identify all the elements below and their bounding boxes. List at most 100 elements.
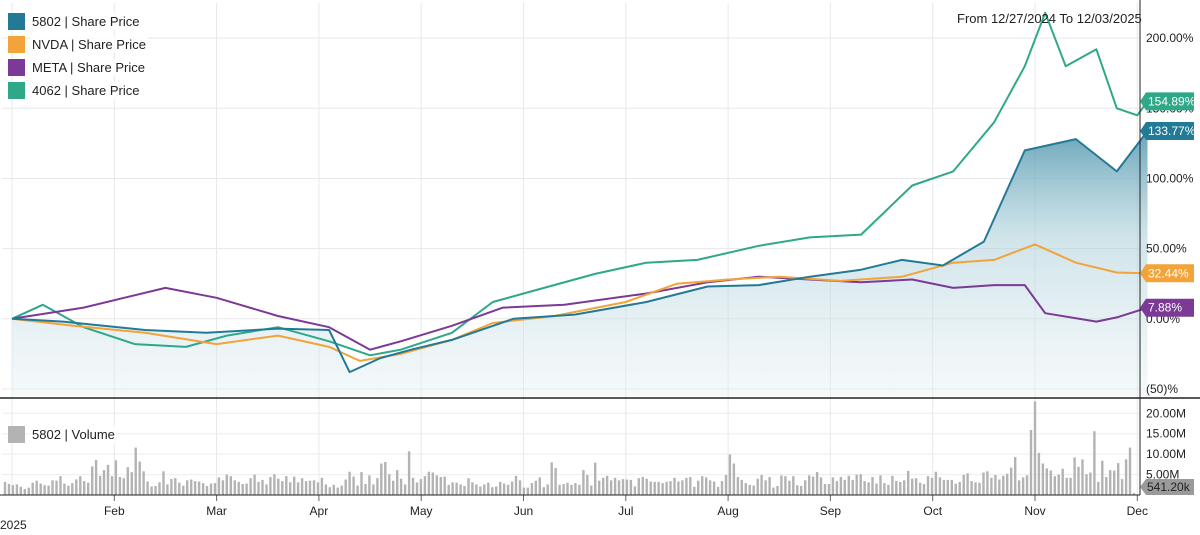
series-line-0	[11, 130, 1149, 374]
volume-bar	[502, 483, 506, 495]
legend-item-5802[interactable]: 5802 | Share Price	[8, 10, 148, 33]
volume-bar	[926, 476, 930, 495]
end-badge-shape	[1140, 298, 1194, 317]
volume-bar	[388, 474, 391, 495]
volume-bar	[51, 480, 54, 495]
legend-item-nvda[interactable]: NVDA | Share Price	[8, 33, 148, 56]
volume-bar	[574, 483, 577, 495]
volume-bar	[871, 477, 874, 495]
volume-bar	[594, 462, 597, 495]
volume-bar	[962, 475, 965, 495]
volume-bar	[879, 475, 882, 495]
volume-bar	[114, 460, 118, 495]
end-badge-shape	[1140, 122, 1194, 141]
volume-bar	[851, 479, 854, 495]
volume-bar	[419, 479, 423, 495]
volume-bar	[174, 478, 177, 495]
volume-bar	[701, 476, 704, 495]
volume-bar	[138, 461, 141, 495]
volume-bar	[994, 475, 997, 495]
volume-bar	[566, 482, 569, 495]
volume-bar	[740, 479, 743, 495]
series-line-1	[11, 243, 1148, 362]
volume-bar	[641, 477, 644, 495]
volume-bar	[918, 482, 922, 495]
legend-item-4062[interactable]: 4062 | Share Price	[8, 79, 148, 102]
volume-bar	[79, 476, 82, 495]
volume-bar	[435, 475, 438, 495]
volume-bars	[3, 401, 1136, 495]
volume-bar	[170, 479, 173, 495]
volume-bar	[332, 484, 335, 495]
volume-bar	[158, 482, 161, 495]
volume-bar	[514, 475, 518, 495]
volume-bar	[1105, 477, 1108, 495]
volume-bar	[998, 479, 1001, 495]
volume-bar	[859, 474, 862, 495]
legend-swatch-5802	[8, 13, 25, 30]
volume-bar	[217, 477, 221, 495]
volume-bar	[3, 481, 7, 495]
x-tick-label: Jul	[618, 504, 633, 518]
volume-bar	[970, 481, 973, 495]
volume-bar	[312, 480, 316, 495]
volume-bar	[340, 485, 343, 495]
volume-bar	[907, 470, 910, 495]
volume-bar	[31, 482, 34, 495]
volume-bar	[1065, 477, 1068, 495]
volume-bar	[804, 480, 807, 495]
volume-bar	[63, 483, 66, 495]
volume-bar	[530, 483, 534, 495]
volume-bar	[903, 480, 906, 495]
x-tick-label: Oct	[923, 504, 942, 518]
volume-bar	[162, 471, 165, 495]
volume-bar	[835, 481, 839, 495]
volume-bar	[748, 484, 751, 495]
volume-bar	[705, 477, 708, 495]
volume-bar	[712, 481, 716, 495]
volume-bar	[867, 482, 870, 495]
volume-bar	[47, 485, 50, 495]
volume-bar	[304, 481, 308, 495]
volume-bar	[35, 480, 38, 495]
volume-bar	[653, 481, 656, 495]
legend-item-meta[interactable]: META | Share Price	[8, 56, 148, 79]
volume-bar	[1017, 480, 1021, 495]
volume-bar	[241, 484, 244, 495]
volume-bar	[538, 477, 541, 495]
volume-bar	[146, 481, 149, 495]
volume-bar	[911, 478, 914, 495]
volume-bar	[760, 475, 763, 495]
volume-bar	[205, 486, 209, 495]
volume-bar	[914, 478, 918, 495]
volume-bar	[336, 487, 339, 495]
volume-bar	[554, 468, 557, 495]
volume-bar	[1053, 476, 1056, 495]
x-tick-label: Jun	[514, 504, 533, 518]
volume-bar	[83, 481, 86, 495]
volume-bar	[182, 485, 185, 495]
volume-bar	[166, 484, 169, 495]
legend-label-4062: 4062 | Share Price	[30, 82, 142, 99]
legend-item-volume[interactable]: 5802 | Volume	[8, 426, 117, 443]
volume-bar	[443, 476, 446, 495]
volume-bar	[455, 482, 458, 495]
volume-bar	[1002, 475, 1005, 495]
volume-bar	[344, 479, 347, 495]
volume-bar	[1061, 468, 1064, 495]
volume-bar	[617, 480, 621, 495]
volume-bar	[590, 485, 593, 495]
volume-bar	[792, 476, 795, 495]
volume-bar	[91, 466, 94, 495]
volume-bar	[261, 479, 264, 495]
volume-bar	[483, 484, 486, 495]
volume-bar	[1132, 493, 1136, 495]
volume-bar	[681, 480, 684, 495]
x-tick-label: Dec	[1127, 504, 1148, 518]
volume-bar	[130, 472, 133, 495]
volume-bar	[938, 477, 942, 495]
volume-bar	[534, 480, 537, 495]
volume-bar	[281, 481, 284, 495]
volume-bar	[669, 481, 672, 495]
legend-label-5802: 5802 | Share Price	[30, 13, 142, 30]
